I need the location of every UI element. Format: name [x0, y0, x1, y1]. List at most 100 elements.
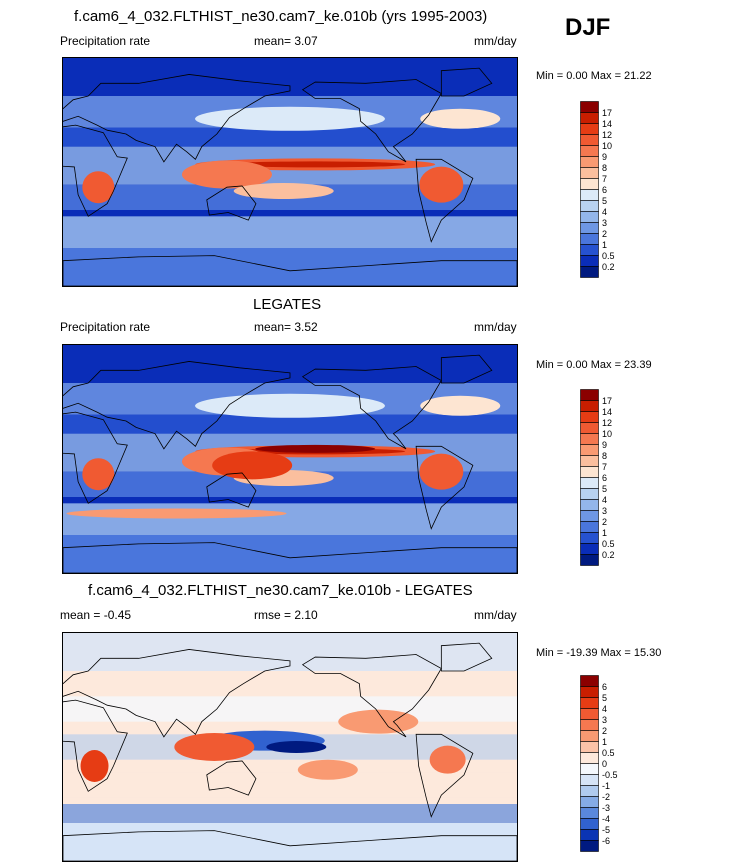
colorbar-swatch [580, 444, 599, 456]
units-label: mm/day [474, 34, 517, 48]
colorbar-swatch [580, 774, 599, 786]
variable-label: Precipitation rate [60, 34, 151, 48]
colorbar-swatch [580, 752, 599, 764]
colorbar-swatch [580, 477, 599, 489]
colorbar-tick-label: 14 [602, 407, 612, 417]
colorbar-tick-label: 2 [602, 229, 607, 239]
colorbar-tick-label: 12 [602, 418, 612, 428]
precip-map [62, 57, 518, 287]
colorbar-swatch [580, 433, 599, 445]
colorbar-swatch [580, 686, 599, 698]
units-label: mm/day [474, 608, 517, 622]
colorbar-swatch [580, 488, 599, 500]
colorbar-swatch [580, 785, 599, 797]
minmax-label: Min = 0.00 Max = 23.39 [536, 359, 652, 371]
colorbar-swatch [580, 244, 599, 256]
colorbar: 17 14 12 10 9 8 7 6 5 4 3 2 1 0.5 0.2 [580, 101, 630, 279]
colorbar-tick-label: 6 [602, 682, 607, 692]
colorbar-tick-label: 17 [602, 108, 612, 118]
colorbar-swatch [580, 532, 599, 544]
colorbar-swatch [580, 796, 599, 808]
colorbar-swatch [580, 200, 599, 212]
colorbar-swatch [580, 134, 599, 146]
colorbar-tick-label: 8 [602, 451, 607, 461]
colorbar-tick-label: -0.5 [602, 770, 618, 780]
colorbar-tick-label: -5 [602, 825, 610, 835]
colorbar-swatch [580, 675, 599, 687]
minmax-label: Min = -19.39 Max = 15.30 [536, 647, 662, 659]
colorbar: 17 14 12 10 9 8 7 6 5 4 3 2 1 0.5 0.2 [580, 389, 630, 567]
colorbar-swatch [580, 145, 599, 157]
colorbar-swatch [580, 389, 599, 401]
difference-map [62, 632, 518, 862]
colorbar: 6 5 4 3 2 1 0.5 0 -0.5 -1 -2 -3 -4 -5 -6 [580, 675, 630, 853]
colorbar-tick-label: -1 [602, 781, 610, 791]
colorbar-swatch [580, 818, 599, 830]
colorbar-tick-label: 0.2 [602, 550, 615, 560]
rmse-label: rmse = 2.10 [254, 608, 318, 622]
colorbar-swatch [580, 840, 599, 852]
colorbar-swatch [580, 466, 599, 478]
mean-label: mean= 3.52 [254, 320, 318, 334]
colorbar-swatch [580, 400, 599, 412]
colorbar-swatch [580, 554, 599, 566]
colorbar-swatch [580, 708, 599, 720]
variable-label: Precipitation rate [60, 320, 151, 334]
colorbar-tick-label: 3 [602, 218, 607, 228]
colorbar-tick-label: 0 [602, 759, 607, 769]
colorbar-tick-label: 0.5 [602, 748, 615, 758]
colorbar-tick-label: 5 [602, 196, 607, 206]
colorbar-swatch [580, 178, 599, 190]
colorbar-tick-label: 1 [602, 240, 607, 250]
units-label: mm/day [474, 320, 517, 334]
colorbar-swatch [580, 222, 599, 234]
season-label: DJF [565, 14, 611, 41]
colorbar-swatch [580, 763, 599, 775]
colorbar-swatch [580, 112, 599, 124]
panel-title: LEGATES [253, 296, 322, 313]
colorbar-tick-label: 4 [602, 704, 607, 714]
colorbar-swatch [580, 233, 599, 245]
colorbar-swatch [580, 455, 599, 467]
colorbar-tick-label: 6 [602, 185, 607, 195]
colorbar-tick-label: 5 [602, 484, 607, 494]
colorbar-swatch [580, 543, 599, 555]
colorbar-swatch [580, 510, 599, 522]
precip-map [62, 344, 518, 574]
colorbar-tick-label: 17 [602, 396, 612, 406]
colorbar-tick-label: 8 [602, 163, 607, 173]
colorbar-tick-label: 9 [602, 152, 607, 162]
colorbar-tick-label: 2 [602, 517, 607, 527]
colorbar-swatch [580, 266, 599, 278]
colorbar-swatch [580, 741, 599, 753]
colorbar-tick-label: 12 [602, 130, 612, 140]
colorbar-tick-label: 5 [602, 693, 607, 703]
colorbar-swatch [580, 156, 599, 168]
colorbar-swatch [580, 189, 599, 201]
colorbar-tick-label: -2 [602, 792, 610, 802]
colorbar-swatch [580, 697, 599, 709]
colorbar-tick-label: 7 [602, 462, 607, 472]
colorbar-swatch [580, 719, 599, 731]
colorbar-tick-label: 10 [602, 429, 612, 439]
panel-title: f.cam6_4_032.FLTHIST_ne30.cam7_ke.010b (… [74, 8, 488, 25]
colorbar-tick-label: 0.2 [602, 262, 615, 272]
colorbar-tick-label: 1 [602, 528, 607, 538]
colorbar-tick-label: 10 [602, 141, 612, 151]
colorbar-tick-label: 3 [602, 715, 607, 725]
mean-label: mean= 3.07 [254, 34, 318, 48]
colorbar-swatch [580, 807, 599, 819]
colorbar-tick-label: 9 [602, 440, 607, 450]
colorbar-tick-label: 4 [602, 207, 607, 217]
colorbar-swatch [580, 167, 599, 179]
colorbar-tick-label: 4 [602, 495, 607, 505]
mean-label: mean = -0.45 [60, 608, 132, 622]
colorbar-tick-label: 14 [602, 119, 612, 129]
colorbar-swatch [580, 730, 599, 742]
colorbar-tick-label: 7 [602, 174, 607, 184]
minmax-label: Min = 0.00 Max = 21.22 [536, 70, 652, 82]
colorbar-swatch [580, 211, 599, 223]
colorbar-tick-label: 3 [602, 506, 607, 516]
colorbar-swatch [580, 411, 599, 423]
colorbar-swatch [580, 499, 599, 511]
